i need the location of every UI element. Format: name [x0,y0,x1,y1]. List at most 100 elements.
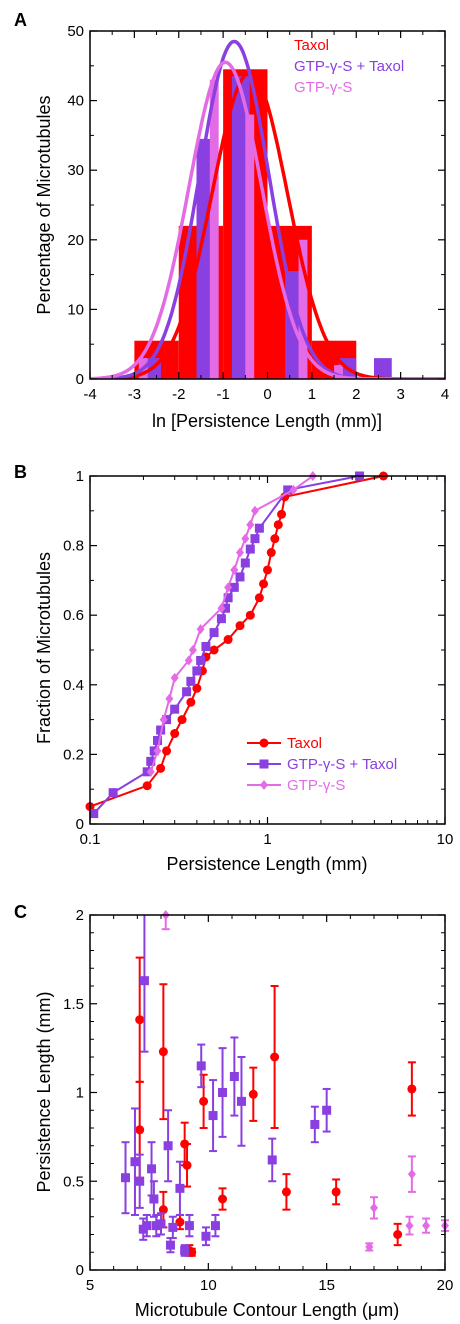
y-tick-label-a-1: 10 [67,301,84,318]
scatter-point-0-0 [135,1015,145,1025]
cdf-point-2-0 [146,766,155,777]
cdf-point-0-18 [270,534,280,544]
cdf-point-1-23 [254,523,264,533]
cdf-point-0-16 [263,565,272,575]
panel-c-y-label: Persistence Length (mm) [34,991,54,1192]
scatter-point-1-19 [210,1221,220,1231]
scatter-point-0-4 [175,1217,185,1227]
y-tick-label-c-3: 1.5 [63,996,84,1013]
cdf-point-2-7 [196,624,205,635]
x-tick-label-b-0: 0.1 [80,831,101,848]
panel-a-x-label: ln [Persistence Length (mm)] [152,411,382,431]
scatter-point-0-16 [407,1084,417,1094]
y-tick-label-c-1: 0.5 [63,1173,84,1190]
scatter-point-1-12 [168,1222,178,1232]
cdf-point-0-11 [223,635,233,645]
cdf-point-2-15 [289,484,298,495]
scatter-point-0-14 [331,1187,341,1197]
y-tick-label-b-1: 0.2 [63,746,84,763]
scatter-point-1-16 [196,1061,206,1071]
scatter-point-0-2 [158,1047,168,1057]
cdf-point-1-17 [223,593,233,603]
scatter-point-2-1 [365,1241,374,1252]
panel-b: B 0.1 1 10 0 0.2 0.4 0.6 0.8 1 Persistence Lengt… [14,462,453,874]
y-tick-label-b-4: 0.8 [63,538,84,555]
panel-b-axes: 0.1 1 10 0 0.2 0.4 0.6 0.8 1 [63,468,453,848]
legend-b-gtp-taxol: GTP-γ-S + Taxol [287,756,397,773]
scatter-point-1-0 [121,1173,130,1183]
x-tick-label-a-3: -1 [216,386,229,403]
scatter-point-1-20 [218,1088,228,1097]
cdf-point-2-12 [241,533,250,544]
hist-bar-1-5 [374,358,392,379]
y-tick-label-a-3: 30 [67,162,84,179]
scatter-point-1-24 [310,1119,320,1129]
panel-c-frame [89,914,446,1271]
y-tick-label-b-5: 1 [76,468,84,485]
panel-b-y-label: Fraction of Microtubules [34,552,54,744]
scatter-point-1-9 [156,1219,166,1229]
legend-b-swatch-marker-0 [259,738,269,748]
y-tick-label-c-4: 2 [76,907,84,924]
cdf-point-1-11 [192,666,202,676]
scatter-point-0-10 [218,1194,228,1204]
y-tick-label-a-2: 20 [67,232,84,249]
scatter-point-1-13 [175,1183,185,1193]
cdf-point-1-16 [221,603,231,613]
cdf-point-2-1 [153,745,162,756]
panel-c-axes: 5 10 15 20 0 0.5 1 1.5 2 [63,907,453,1294]
scatter-point-0-1 [135,1125,145,1135]
scatter-point-1-1 [130,1157,140,1167]
y-tick-label-b-2: 0.4 [63,677,84,694]
scatter-point-1-8 [151,1221,161,1231]
x-tick-label-a-5: 1 [308,386,316,403]
x-tick-label-a-2: -2 [172,386,185,403]
cdf-point-0-14 [254,593,264,603]
cdf-point-2-3 [165,693,174,704]
cdf-point-0-7 [192,683,202,693]
cdf-point-1-19 [235,572,245,582]
scatter-point-1-10 [163,1141,173,1151]
panel-a-label: A [14,10,27,30]
cdf-point-2-8 [217,603,226,614]
hist-bar-2-1 [209,79,219,379]
scatter-point-1-25 [322,1105,332,1115]
cdf-point-0-17 [266,548,276,558]
cdf-point-1-22 [250,534,260,544]
scatter-point-1-5 [142,1221,152,1231]
scatter-point-2-2 [370,1202,378,1213]
panel-c-label: C [14,902,27,922]
cdf-point-0-1 [142,781,152,791]
scatter-point-1-2 [135,1176,145,1186]
scatter-point-0-15 [393,1230,403,1239]
cdf-point-1-1 [108,788,118,798]
cdf-point-2-11 [236,547,245,558]
panel-a-y-label: Percentage of Microtubules [34,95,54,314]
fit-curve-1 [90,39,445,379]
legend-b-swatch-marker-2 [260,780,268,790]
x-tick-label-b-1: 1 [263,831,271,848]
legend-a-gtp: GTP-γ-S [294,79,352,96]
panel-b-legend: Taxol GTP-γ-S + Taxol GTP-γ-S [247,735,397,794]
legend-b-gtp: GTP-γ-S [287,777,345,794]
legend-a-taxol: Taxol [294,37,329,54]
scatter-point-1-21 [229,1072,239,1082]
cdf-point-0-12 [235,621,245,631]
scatter-point-1-7 [149,1194,159,1204]
x-tick-label-a-8: 4 [441,386,449,403]
cdf-point-1-5 [152,735,162,745]
scatter-point-0-6 [182,1160,192,1170]
scatter-point-0-8 [187,1247,197,1257]
scatter-point-1-6 [147,1164,157,1174]
x-tick-label-a-1: -3 [128,386,141,403]
scatter-point-2-5 [422,1220,431,1231]
cdf-point-1-14 [209,628,219,638]
cdf-point-2-9 [224,582,233,593]
cdf-point-0-2 [156,763,166,773]
panel-b-label: B [14,462,27,482]
y-tick-label-c-2: 1 [76,1085,84,1102]
cdf-point-0-13 [245,610,255,620]
scatter-point-1-22 [236,1096,246,1106]
cdf-point-1-10 [186,676,196,686]
